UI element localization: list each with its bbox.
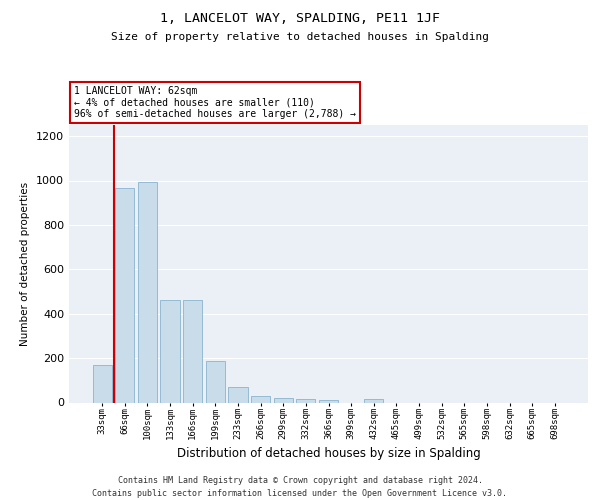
Bar <box>115 188 134 402</box>
Text: Contains public sector information licensed under the Open Government Licence v3: Contains public sector information licen… <box>92 489 508 498</box>
Bar <box>92 365 112 403</box>
Bar <box>296 399 316 402</box>
Bar <box>138 182 157 402</box>
Bar <box>229 387 248 402</box>
Y-axis label: Number of detached properties: Number of detached properties <box>20 182 31 346</box>
Bar <box>364 400 383 402</box>
Text: 1, LANCELOT WAY, SPALDING, PE11 1JF: 1, LANCELOT WAY, SPALDING, PE11 1JF <box>160 12 440 26</box>
Text: Size of property relative to detached houses in Spalding: Size of property relative to detached ho… <box>111 32 489 42</box>
Text: 1 LANCELOT WAY: 62sqm
← 4% of detached houses are smaller (110)
96% of semi-deta: 1 LANCELOT WAY: 62sqm ← 4% of detached h… <box>74 86 356 120</box>
Bar <box>160 300 180 402</box>
Text: Contains HM Land Registry data © Crown copyright and database right 2024.: Contains HM Land Registry data © Crown c… <box>118 476 482 485</box>
X-axis label: Distribution of detached houses by size in Spalding: Distribution of detached houses by size … <box>176 448 481 460</box>
Bar <box>206 362 225 403</box>
Bar <box>183 300 202 402</box>
Bar <box>274 398 293 402</box>
Bar <box>319 400 338 402</box>
Bar <box>251 396 270 402</box>
